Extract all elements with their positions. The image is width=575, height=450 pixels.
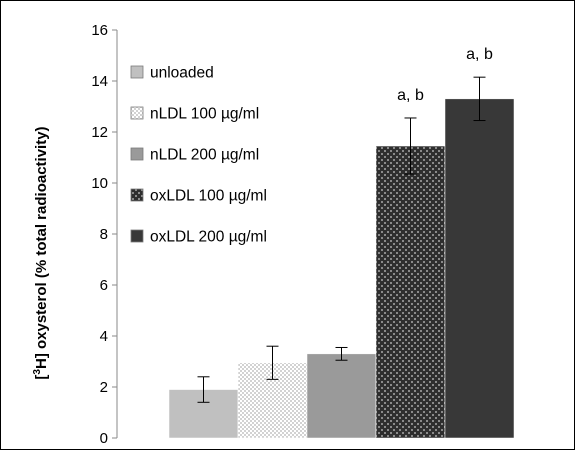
legend-label: nLDL 200 µg/ml	[150, 147, 259, 164]
legend-label: nLDL 100 µg/ml	[150, 106, 259, 123]
legend-label: oxLDL 100 µg/ml	[150, 188, 267, 205]
y-tick-label: 2	[100, 379, 108, 396]
y-tick-label: 6	[100, 277, 108, 294]
y-axis-label: [3H] oxysterol (% total radioactivity)	[32, 126, 50, 379]
legend: unloaded nLDL 100 µg/ml nLDL 200 µg/ml oxLD…	[130, 65, 267, 246]
legend-label: oxLDL 200 µg/ml	[150, 229, 267, 246]
legend-swatch	[130, 229, 144, 243]
y-tick-label: 14	[91, 73, 108, 90]
y-axis: 0 2 4 6 8 10 12 14 16	[91, 22, 118, 447]
legend-swatch	[130, 65, 144, 79]
significance-annotation: a, b	[397, 87, 424, 104]
legend-swatch	[130, 106, 144, 120]
legend-swatch	[130, 147, 144, 161]
bar	[375, 145, 446, 439]
bars: a, b a, b	[168, 46, 515, 439]
y-tick-label: 4	[100, 328, 108, 345]
legend-label: unloaded	[150, 65, 214, 82]
y-tick-label: 0	[100, 430, 108, 447]
bar	[306, 353, 377, 439]
y-tick-label: 16	[91, 22, 108, 39]
y-tick-label: 10	[91, 175, 108, 192]
y-tick-label: 12	[91, 124, 108, 141]
legend-swatch	[130, 188, 144, 202]
significance-annotation: a, b	[466, 46, 493, 63]
y-tick-label: 8	[100, 226, 108, 243]
bar	[444, 98, 515, 439]
